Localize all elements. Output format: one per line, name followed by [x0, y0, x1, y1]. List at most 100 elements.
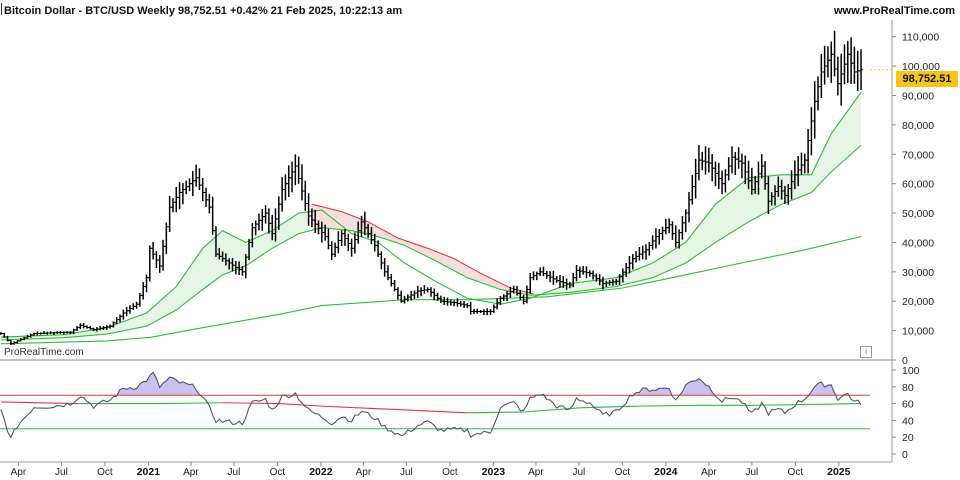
price-bar	[144, 274, 149, 293]
price-bar	[290, 161, 295, 193]
price-bar	[333, 242, 338, 257]
price-bar	[151, 241, 156, 260]
price-bar	[591, 270, 596, 280]
price-bar	[41, 331, 46, 335]
price-bar	[187, 178, 192, 192]
price-bar	[134, 301, 139, 309]
price-bar	[415, 285, 420, 299]
price-bar	[859, 49, 864, 90]
price-bar	[346, 233, 351, 252]
price-bar	[432, 288, 437, 301]
price-bar	[706, 147, 711, 173]
x-tick-label: Oct	[270, 467, 286, 478]
x-tick-label: 2024	[654, 466, 678, 478]
rsi-ma-segment	[639, 404, 696, 407]
price-bar	[505, 290, 510, 302]
price-bar	[710, 154, 715, 182]
price-bar	[326, 228, 331, 250]
price-bar	[481, 309, 486, 316]
price-bar	[696, 144, 701, 181]
price-bar	[303, 180, 308, 211]
price-bar	[174, 186, 179, 213]
x-tick-label: Jul	[55, 467, 68, 478]
price-bar	[329, 241, 334, 260]
price-tick-label: 60,000	[902, 179, 934, 191]
price-bar	[802, 153, 807, 174]
ma-fill-red	[311, 204, 534, 296]
rsi-ma-segment	[467, 411, 524, 414]
price-bar	[852, 46, 857, 84]
info-icon[interactable]: i	[860, 346, 872, 358]
price-bar	[207, 193, 212, 214]
rsi-ma-segment	[579, 405, 640, 409]
price-bar	[75, 325, 80, 331]
price-bar	[283, 174, 288, 201]
price-tick-label: 80,000	[902, 120, 934, 132]
price-bar	[541, 266, 546, 277]
moving-average-line-4	[311, 203, 534, 295]
price-bar	[280, 176, 285, 212]
rsi-line	[0, 371, 862, 439]
price-bar	[690, 174, 695, 205]
price-bar	[180, 183, 185, 205]
rsi-ma-segment	[222, 402, 279, 405]
price-bar	[720, 170, 725, 195]
moving-average-line-2	[0, 144, 862, 341]
price-bar	[581, 265, 586, 275]
price-bar	[170, 198, 175, 213]
price-bar	[667, 218, 672, 234]
price-bar	[197, 168, 202, 190]
price-bar	[349, 238, 354, 257]
price-bar	[157, 255, 162, 273]
x-tick-label: Jul	[228, 467, 241, 478]
site-link[interactable]: www.ProRealTime.com	[833, 5, 955, 17]
price-tick-label: 90,000	[902, 90, 934, 102]
x-tick-label: Oct	[615, 467, 631, 478]
rsi-tick-label: 60	[902, 399, 914, 411]
price-bar	[210, 196, 215, 235]
x-tick-label: Jul	[572, 467, 585, 478]
price-bar	[723, 169, 728, 193]
price-bar	[825, 46, 830, 78]
x-tick-label: Apr	[356, 467, 372, 478]
price-bar	[442, 296, 447, 306]
price-tick-label: 50,000	[902, 208, 934, 220]
price-bar	[412, 290, 417, 299]
watermark: ProRealTime.com	[4, 347, 84, 358]
price-bar	[118, 314, 123, 323]
chart-title: Bitcoin Dollar - BTC/USD Weekly 98,752.5…	[4, 5, 403, 17]
price-bar	[253, 220, 258, 236]
price-bar	[839, 53, 844, 106]
ma-fill-green-1	[0, 211, 309, 340]
price-bar	[419, 287, 424, 297]
price-tick-label: 0	[902, 355, 908, 367]
x-tick-label: 2022	[309, 466, 333, 478]
price-bar	[78, 323, 83, 330]
x-tick-label: Apr	[528, 467, 544, 478]
price-bar	[382, 258, 387, 277]
price-bar	[822, 45, 827, 85]
price-bar	[194, 164, 199, 187]
price-bar	[644, 244, 649, 260]
price-bar	[687, 192, 692, 223]
price-bar	[650, 235, 655, 250]
moving-average-line-1	[0, 92, 862, 338]
price-bar	[286, 165, 291, 197]
price-bar	[161, 239, 166, 271]
price-bar	[812, 81, 817, 139]
price-bar	[121, 309, 126, 320]
price-bar	[640, 245, 645, 260]
chart-type-icon	[0, 3, 3, 15]
price-bar	[204, 187, 209, 207]
rsi-tick-label: 20	[902, 432, 914, 444]
price-bar	[260, 208, 265, 231]
price-bar	[653, 228, 658, 249]
price-bar	[488, 309, 493, 316]
price-bar	[299, 164, 304, 201]
x-tick-label: Apr	[11, 467, 27, 478]
price-bar	[663, 218, 668, 235]
price-bar	[673, 225, 678, 248]
rsi-tick-label: 0	[902, 449, 908, 461]
rsi-ma-segment	[278, 403, 322, 407]
